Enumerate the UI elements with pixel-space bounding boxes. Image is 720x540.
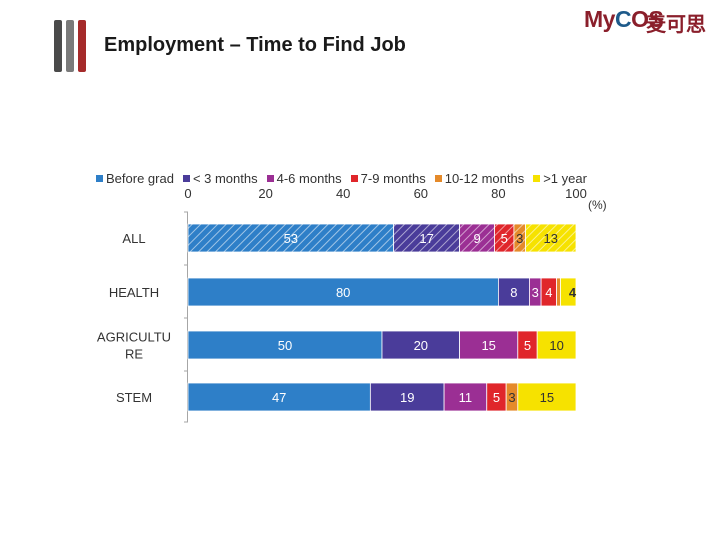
title-decoration-bar: [66, 20, 74, 72]
logo-brand: MyCOS: [584, 6, 664, 32]
legend-label: 4-6 months: [276, 171, 342, 186]
category-label: AGRICULTU: [97, 330, 171, 345]
x-tick-label: 100: [565, 186, 587, 201]
legend-label: 10-12 months: [444, 171, 525, 186]
bar-segment: [369, 382, 445, 412]
data-label: 3: [532, 285, 539, 300]
bar-segment: [459, 330, 519, 360]
legend-item: 4-6 months: [266, 171, 342, 186]
bar-segment: [459, 223, 495, 253]
legend-swatch: [182, 175, 190, 182]
x-tick-label: 40: [336, 186, 350, 201]
legend-label: Before grad: [106, 171, 174, 186]
chart-legend: Before grad < 3 months 4-6 months 7-9 mo…: [96, 171, 587, 186]
x-tick-label: 80: [491, 186, 505, 201]
category-label: RE: [125, 347, 143, 362]
category-label: ALL: [122, 231, 145, 246]
bar-segment: [381, 330, 460, 360]
bar-segment: [187, 382, 371, 412]
bar-segment: [443, 382, 488, 412]
data-label: 8: [510, 285, 517, 300]
data-label: 80: [336, 285, 350, 300]
data-label: 13: [544, 231, 558, 246]
data-label: 5: [501, 231, 508, 246]
x-tick-label: 0: [184, 186, 191, 201]
bar-segment: [560, 277, 577, 307]
legend-swatch: [434, 175, 442, 182]
data-label: 5: [493, 390, 500, 405]
data-label: 4: [545, 285, 552, 300]
x-axis-unit-label: (%): [588, 198, 607, 212]
bar-segment: [187, 277, 499, 307]
legend-swatch: [533, 175, 541, 182]
legend-label: 7-9 months: [360, 171, 426, 186]
x-tick-label: 60: [414, 186, 428, 201]
data-label: 15: [481, 338, 495, 353]
legend-item: 10-12 months: [434, 171, 525, 186]
legend-swatch: [350, 175, 358, 182]
data-label: 4: [569, 285, 577, 300]
legend-item: Before grad: [96, 171, 174, 186]
bar-segment: [556, 277, 561, 307]
bar-segment: [536, 330, 577, 360]
legend-item: < 3 months: [182, 171, 258, 186]
legend-swatch: [96, 175, 103, 182]
logo: MyCOS 麦可思: [584, 6, 716, 46]
legend-item: >1 year: [533, 171, 587, 186]
bar-segment: [187, 330, 383, 360]
category-label: STEM: [116, 390, 152, 405]
data-label: 3: [516, 231, 523, 246]
logo-chinese-name: 麦可思: [646, 14, 706, 36]
bar-segment: [525, 223, 577, 253]
title-decoration-bar: [54, 20, 62, 72]
category-label: HEALTH: [109, 285, 159, 300]
x-tick-label: 20: [258, 186, 272, 201]
data-label: 11: [459, 390, 473, 405]
data-label: 19: [400, 390, 414, 405]
data-label: 15: [540, 390, 554, 405]
data-label: 5: [524, 338, 531, 353]
page-title: Employment – Time to Find Job: [104, 34, 406, 56]
title-decoration-bar: [78, 20, 86, 72]
data-label: 50: [278, 338, 292, 353]
legend-label: >1 year: [543, 171, 587, 186]
data-label: 47: [272, 390, 286, 405]
data-label: 17: [419, 231, 433, 246]
bar-segment: [517, 382, 577, 412]
legend-swatch: [266, 175, 274, 182]
data-label: 9: [473, 231, 480, 246]
data-label: 20: [414, 338, 428, 353]
legend-item: 7-9 months: [350, 171, 426, 186]
bar-segment: [497, 277, 530, 307]
legend-label: < 3 months: [192, 171, 258, 186]
data-label: 53: [284, 231, 298, 246]
data-label: 3: [508, 390, 515, 405]
data-label: 10: [549, 338, 563, 353]
